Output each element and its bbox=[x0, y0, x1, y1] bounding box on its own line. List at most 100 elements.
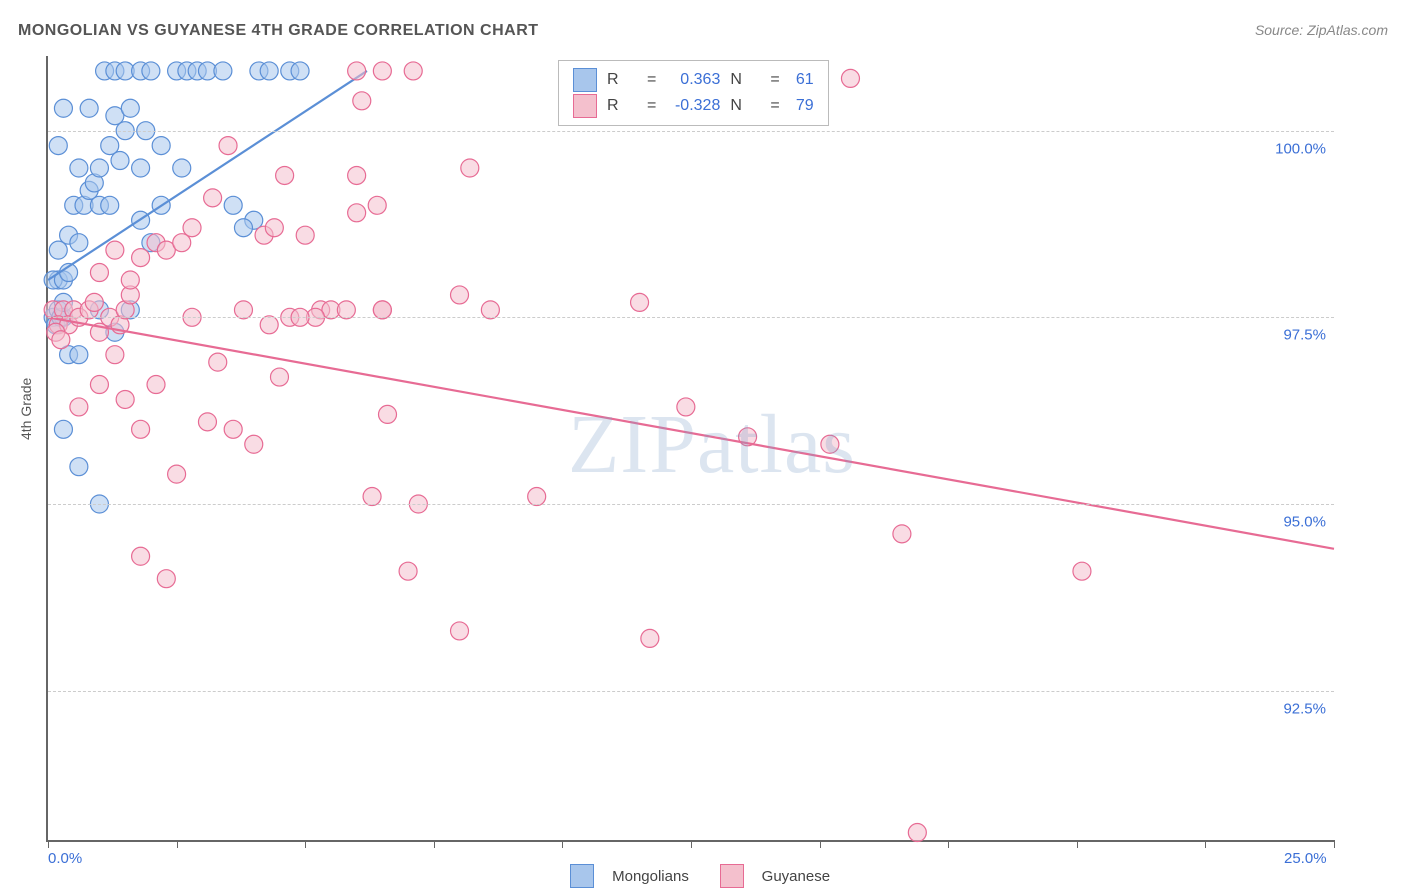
data-point bbox=[54, 99, 72, 117]
stats-r-label-0: R bbox=[607, 67, 637, 93]
xtick-mark bbox=[1334, 840, 1335, 848]
chart-title: MONGOLIAN VS GUYANESE 4TH GRADE CORRELAT… bbox=[18, 22, 539, 40]
data-point bbox=[80, 99, 98, 117]
data-point bbox=[101, 196, 119, 214]
data-point bbox=[214, 62, 232, 80]
stats-swatch-1 bbox=[573, 94, 597, 118]
data-point bbox=[90, 159, 108, 177]
data-point bbox=[147, 376, 165, 394]
eq-icon: = bbox=[647, 93, 656, 119]
xtick-mark bbox=[48, 840, 49, 848]
data-point bbox=[209, 353, 227, 371]
data-point bbox=[260, 316, 278, 334]
data-point bbox=[368, 196, 386, 214]
eq-icon: = bbox=[647, 67, 656, 93]
data-point bbox=[363, 488, 381, 506]
data-point bbox=[132, 249, 150, 267]
legend-label-1: Guyanese bbox=[762, 868, 830, 885]
data-point bbox=[291, 62, 309, 80]
data-point bbox=[373, 301, 391, 319]
data-point bbox=[70, 159, 88, 177]
data-point bbox=[106, 346, 124, 364]
xtick-mark bbox=[1205, 840, 1206, 848]
data-point bbox=[204, 189, 222, 207]
data-point bbox=[152, 137, 170, 155]
data-point bbox=[157, 570, 175, 588]
data-point bbox=[198, 413, 216, 431]
data-point bbox=[168, 465, 186, 483]
data-point bbox=[631, 293, 649, 311]
data-point bbox=[49, 137, 67, 155]
data-point bbox=[348, 204, 366, 222]
stats-n-value-0: 61 bbox=[790, 67, 814, 93]
xtick-mark bbox=[948, 840, 949, 848]
eq-icon: = bbox=[770, 93, 779, 119]
ytick-label: 92.5% bbox=[1283, 700, 1326, 717]
data-point bbox=[121, 99, 139, 117]
data-point bbox=[234, 219, 252, 237]
data-point bbox=[224, 196, 242, 214]
data-point bbox=[260, 62, 278, 80]
data-point bbox=[70, 458, 88, 476]
xtick-mark bbox=[434, 840, 435, 848]
data-point bbox=[132, 547, 150, 565]
data-point bbox=[379, 405, 397, 423]
data-point bbox=[85, 293, 103, 311]
data-point bbox=[173, 159, 191, 177]
y-axis-label: 4th Grade bbox=[18, 378, 34, 440]
xtick-mark bbox=[562, 840, 563, 848]
data-point bbox=[481, 301, 499, 319]
data-point bbox=[908, 824, 926, 842]
stats-r-value-1: -0.328 bbox=[666, 93, 720, 119]
data-point bbox=[348, 166, 366, 184]
data-point bbox=[234, 301, 252, 319]
xtick-mark bbox=[305, 840, 306, 848]
xtick-mark bbox=[691, 840, 692, 848]
data-point bbox=[1073, 562, 1091, 580]
stats-row-1: R = -0.328 N = 79 bbox=[573, 93, 814, 119]
stats-swatch-0 bbox=[573, 68, 597, 92]
ytick-label: 95.0% bbox=[1283, 514, 1326, 531]
bottom-legend: Mongolians Guyanese bbox=[0, 864, 1406, 888]
stats-n-label-0: N bbox=[730, 67, 760, 93]
data-point bbox=[106, 241, 124, 259]
data-point bbox=[373, 62, 391, 80]
stats-n-label-1: N bbox=[730, 93, 760, 119]
data-point bbox=[121, 271, 139, 289]
data-point bbox=[132, 420, 150, 438]
data-point bbox=[70, 346, 88, 364]
data-point bbox=[54, 420, 72, 438]
stats-r-value-0: 0.363 bbox=[666, 67, 720, 93]
stats-box: R = 0.363 N = 61 R = -0.328 N = 79 bbox=[558, 60, 829, 126]
data-point bbox=[451, 622, 469, 640]
data-point bbox=[276, 166, 294, 184]
xtick-mark bbox=[820, 840, 821, 848]
data-point bbox=[90, 264, 108, 282]
ytick-label: 100.0% bbox=[1275, 140, 1326, 157]
data-point bbox=[245, 435, 263, 453]
source-label: Source: ZipAtlas.com bbox=[1255, 22, 1388, 38]
data-point bbox=[52, 331, 70, 349]
data-point bbox=[893, 525, 911, 543]
gridline bbox=[48, 691, 1334, 692]
data-point bbox=[677, 398, 695, 416]
data-point bbox=[224, 420, 242, 438]
legend-swatch-0 bbox=[570, 864, 594, 888]
data-point bbox=[841, 69, 859, 87]
data-point bbox=[404, 62, 422, 80]
data-point bbox=[90, 376, 108, 394]
gridline bbox=[48, 131, 1334, 132]
data-point bbox=[641, 629, 659, 647]
data-point bbox=[183, 219, 201, 237]
data-point bbox=[296, 226, 314, 244]
gridline bbox=[48, 504, 1334, 505]
xtick-mark bbox=[177, 840, 178, 848]
data-point bbox=[461, 159, 479, 177]
plot-area: ZIPatlas R = 0.363 N = 61 R = -0.328 N =… bbox=[46, 56, 1334, 842]
data-point bbox=[528, 488, 546, 506]
data-point bbox=[70, 398, 88, 416]
data-point bbox=[132, 159, 150, 177]
data-point bbox=[265, 219, 283, 237]
data-point bbox=[111, 152, 129, 170]
ytick-label: 97.5% bbox=[1283, 327, 1326, 344]
